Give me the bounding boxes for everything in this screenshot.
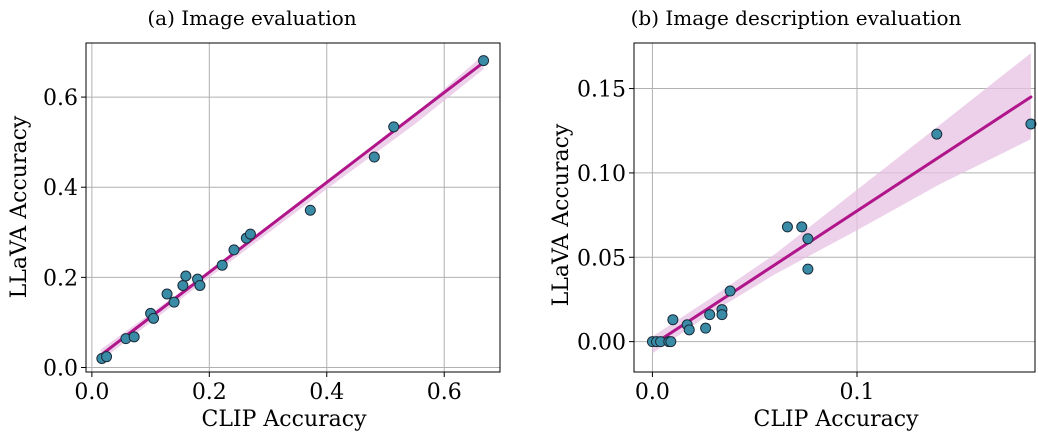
panel-b-fit-line: [650, 95, 1033, 347]
panel-a-x-tick-label-2: 0.4: [309, 380, 344, 405]
panel-b-x-tick-label-1: 0.1: [840, 380, 875, 405]
panel-b-y-tick-label-3: 0.15: [577, 78, 626, 103]
panel-b-point-13: [781, 221, 793, 233]
panel-a-x-tick-label-1: 0.2: [192, 380, 227, 405]
panel-b-point-9: [704, 309, 716, 321]
panel-a-point-17: [368, 151, 380, 163]
panel-b-frame: [633, 42, 1036, 373]
panel-a-x-axis-label: CLIP Accuracy: [201, 407, 367, 432]
panel-a-point-11: [194, 279, 206, 291]
panel-a-point-9: [180, 270, 192, 282]
panel-b-point-7: [683, 324, 695, 336]
panel-a-y-ticks: 0.0 0.2 0.4 0.6: [43, 86, 86, 381]
panel-a-frame: [85, 42, 501, 373]
panel-b-point-14: [796, 221, 808, 233]
panel-b-x-axis-label: CLIP Accuracy: [753, 407, 919, 432]
panel-b-point-4: [665, 336, 677, 348]
panel-a-x-ticks: 0.0 0.2 0.4 0.6: [74, 372, 462, 405]
panel-b-y-axis-label: LLaVA Accuracy: [549, 123, 574, 306]
panel-b-point-15: [802, 233, 814, 245]
panel-b-confidence-band: [652, 53, 1031, 354]
panel-b-x-tick-label-0: 0.0: [635, 380, 670, 405]
panel-a-point-15: [244, 228, 256, 240]
panel-a-x-tick-label-3: 0.6: [427, 380, 462, 405]
panel-a-point-16: [304, 204, 316, 216]
panel-a-point-6: [161, 288, 173, 300]
panel-b-axes-frame: [633, 42, 1036, 373]
panel-a-y-tick-label-0: 0.0: [43, 356, 78, 381]
panel-b-ci-band: [652, 53, 1031, 354]
panel-b-y-tick-label-0: 0.00: [577, 331, 626, 356]
panel-a-point-7: [168, 296, 180, 308]
panel-b-regression-line: [650, 95, 1033, 347]
panel-a-points: [96, 55, 490, 364]
panel-a-point-18: [388, 121, 400, 133]
panel-b-y-tick-label-1: 0.05: [577, 246, 626, 271]
panel-a-point-19: [478, 55, 490, 67]
panel-b-point-8: [700, 322, 712, 334]
panel-a-y-tick-label-3: 0.6: [43, 86, 78, 111]
panel-a-y-axis-label: LLaVA Accuracy: [7, 115, 32, 298]
panel-b-point-11: [716, 309, 728, 321]
panel-a-fit-line: [99, 60, 486, 357]
panel-b-point-17: [931, 128, 943, 140]
panel-a-x-tick-label-0: 0.0: [74, 380, 109, 405]
panel-a-point-1: [101, 351, 113, 363]
panel-a-regression-line: [99, 60, 486, 357]
panel-b-point-16: [802, 263, 814, 275]
panel-image-evaluation: (a) Image evaluation 0.0 0.2 0.4 0.6 0.0 0.2…: [7, 6, 501, 432]
panel-image-description-evaluation: (b) Image description evaluation 0.0 0.1 …: [549, 6, 1037, 432]
panel-b-title: (b) Image description evaluation: [631, 6, 962, 30]
panel-a-point-5: [148, 312, 160, 324]
panel-b-y-ticks: 0.00 0.05 0.10 0.15: [577, 78, 634, 356]
panel-b-point-5: [667, 314, 679, 326]
panel-b-point-12: [724, 285, 736, 297]
panel-a-y-tick-label-1: 0.2: [43, 266, 78, 291]
panel-a-point-12: [216, 259, 228, 271]
panel-a-title: (a) Image evaluation: [147, 6, 356, 30]
panel-a-point-3: [128, 331, 140, 343]
panel-a-point-8: [177, 279, 189, 291]
panel-a-y-tick-label-2: 0.4: [43, 176, 78, 201]
panel-b-y-tick-label-2: 0.10: [577, 162, 626, 187]
panel-a-axes-frame: [85, 42, 501, 373]
panel-a-point-13: [228, 244, 240, 256]
panel-b-point-18: [1025, 118, 1037, 130]
panel-b-x-ticks: 0.0 0.1: [635, 372, 875, 405]
panel-b-points: [646, 118, 1037, 348]
